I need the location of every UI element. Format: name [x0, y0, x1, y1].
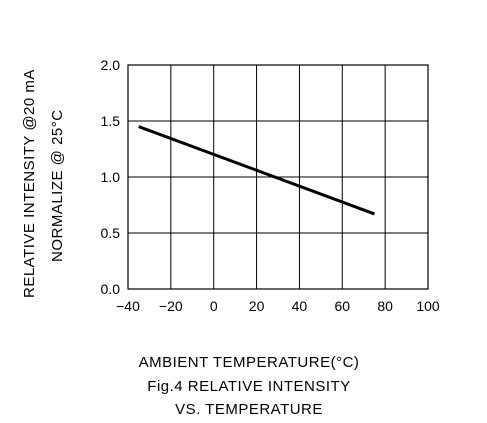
x-tick-label: 0 — [210, 298, 218, 314]
x-tick-label: 60 — [334, 298, 350, 314]
y-tick-label: 0.5 — [101, 225, 121, 241]
x-tick-label: 80 — [377, 298, 393, 314]
x-tick-labels: −40 −20 0 20 40 60 80 100 — [116, 298, 440, 314]
y-tick-label: 0.0 — [101, 281, 121, 297]
x-tick-label: −20 — [159, 298, 183, 314]
x-tick-label: 40 — [292, 298, 308, 314]
x-axis-label: AMBIENT TEMPERATURE(°C) — [139, 354, 360, 371]
y-axis-label-line2: NORMALIZE @ 25°C — [49, 109, 66, 262]
y-tick-label: 2.0 — [101, 57, 121, 73]
figure-caption-line2: VS. TEMPERATURE — [175, 401, 323, 418]
series-layer — [138, 125, 375, 216]
y-tick-label: 1.0 — [101, 169, 121, 185]
y-axis-label-line1: RELATIVE INTENSITY @20 mA — [21, 69, 38, 298]
x-tick-label: 100 — [416, 298, 440, 314]
figure-caption-line1: Fig.4 RELATIVE INTENSITY — [147, 378, 350, 395]
plot-frame — [127, 64, 429, 290]
y-tick-label: 1.5 — [101, 113, 121, 129]
series-line-0 — [138, 125, 375, 216]
x-tick-label: 20 — [249, 298, 265, 314]
x-tick-label: −40 — [116, 298, 140, 314]
y-tick-labels: 0.0 0.5 1.0 1.5 2.0 — [101, 57, 121, 297]
grid — [127, 64, 429, 290]
